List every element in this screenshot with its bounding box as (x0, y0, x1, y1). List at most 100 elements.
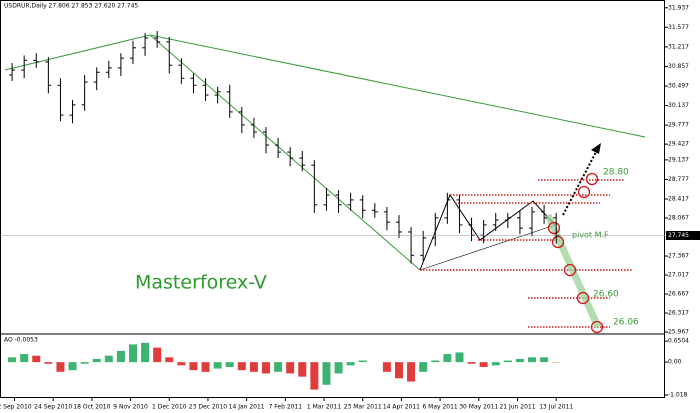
ao-bar (249, 362, 258, 372)
ao-bar (237, 362, 246, 371)
ao-bar (298, 362, 307, 377)
ao-bar (503, 360, 512, 363)
ao-bar (431, 360, 440, 363)
x-tick-label: 14 Apr 2011 (383, 404, 420, 411)
ao-bar (213, 362, 222, 369)
ao-bar (479, 362, 488, 367)
target-circle (551, 235, 565, 249)
ao-tick-label: 0.00 (668, 359, 682, 366)
ao-bar (334, 362, 343, 374)
target-circle (577, 185, 591, 199)
level-label: 28.80 (603, 168, 629, 178)
ao-bar (262, 362, 270, 374)
y-tick-label: 27.017 (668, 272, 689, 279)
ao-bar (68, 362, 77, 371)
pattern-line (419, 193, 556, 271)
frame (0, 0, 665, 398)
level-label: 26.60 (593, 290, 619, 300)
y-tick-label: 27.367 (668, 253, 689, 260)
level-label: 26.06 (613, 318, 639, 328)
y-tick-label: 30.137 (668, 102, 689, 109)
ao-bar (44, 362, 53, 364)
ao-bar (225, 362, 234, 367)
ao-bar (20, 354, 29, 363)
ao-bar (395, 362, 403, 379)
ao-bar (129, 344, 137, 363)
y-tick-label: 29.427 (668, 141, 689, 148)
trend-lines (4, 34, 646, 334)
y-tick-label: 29.137 (668, 156, 689, 163)
ao-bar (141, 342, 150, 363)
y-tick-label: 31.937 (668, 4, 689, 11)
x-tick-label: 7 Feb 2011 (269, 404, 303, 411)
ao-bar (274, 362, 283, 372)
ao-tick-label: 0.6504 (668, 338, 689, 345)
watermark: Masterforex-V (135, 272, 267, 294)
ao-bar (346, 362, 355, 366)
chart-title: USDRUR,Daily 27.806 27.853 27.620 27.745 (4, 3, 138, 10)
trend-line (149, 34, 646, 138)
target-circle (585, 172, 599, 186)
x-tick-label: 23 Dec 2010 (189, 404, 228, 411)
x-tick-label: 2 Sep 2010 (0, 404, 32, 411)
y-tick-label: 25.967 (668, 329, 689, 336)
target-circle (563, 263, 577, 277)
last-price-box (666, 230, 700, 240)
x-tick-label: 18 Oct 2010 (73, 404, 110, 411)
y-tick-label: 26.667 (668, 291, 689, 298)
ao-bar (92, 358, 101, 363)
ao-bar (540, 357, 549, 363)
ao-bar (32, 355, 41, 363)
x-tick-label: 30 May 2011 (459, 404, 498, 411)
ao-bar (443, 354, 452, 363)
x-tick-label: 6 May 2011 (422, 404, 457, 411)
ao-bar (419, 362, 428, 372)
ao-bar (358, 360, 367, 363)
ao-bar (165, 357, 174, 363)
y-tick-label: 30.497 (668, 82, 689, 89)
x-tick-label: 1 Dec 2010 (152, 404, 187, 411)
y-tick-label: 31.577 (668, 24, 689, 31)
ao-bar (407, 362, 416, 382)
ao-bar (104, 355, 113, 363)
ao-bar (528, 357, 536, 363)
ao-bar (80, 362, 89, 364)
ao-bar (286, 362, 295, 374)
last-price-label: 27.745 (668, 232, 689, 239)
x-tick-label: 24 Sep 2010 (34, 404, 72, 411)
arrow-head (591, 143, 601, 154)
x-tick-label: 23 Mar 2011 (344, 404, 382, 411)
indicator-title: AO -0.0053 (4, 337, 38, 344)
ao-bar (153, 347, 162, 363)
target-circle (576, 291, 590, 305)
ao-bar (201, 362, 210, 372)
x-tick-label: 1 Mar 2011 (307, 404, 341, 411)
y-tick-label: 29.777 (668, 122, 689, 129)
y-tick-label: 28.777 (668, 176, 689, 183)
y-tick-label: 26.317 (668, 310, 689, 317)
ao-bar (382, 362, 391, 372)
ao-bar (322, 362, 331, 385)
ao-bar (467, 362, 476, 364)
x-tick-label: 14 Jan 2011 (229, 404, 265, 411)
ao-bar (310, 362, 319, 390)
x-tick-label: 13 Jul 2011 (539, 404, 573, 411)
y-tick-label: 30.857 (668, 63, 689, 70)
ao-bar (491, 362, 500, 366)
ao-bar (177, 362, 186, 366)
target-circle (547, 221, 561, 235)
ao-bar (8, 357, 17, 363)
pivot-label: pivot M.F (572, 231, 609, 240)
ao-bar (116, 350, 125, 363)
ao-bar (515, 358, 524, 363)
x-tick-label: 21 Jun 2011 (499, 404, 535, 411)
ao-bar (189, 362, 198, 371)
ao-tick-label: -1.018 (668, 391, 688, 398)
ao-bar (455, 352, 464, 363)
ao-bar (56, 362, 65, 372)
y-tick-label: 28.067 (668, 214, 689, 221)
y-tick-label: 28.417 (668, 195, 689, 202)
y-tick-label: 31.217 (668, 43, 689, 50)
x-tick-label: 9 Nov 2010 (113, 404, 148, 411)
